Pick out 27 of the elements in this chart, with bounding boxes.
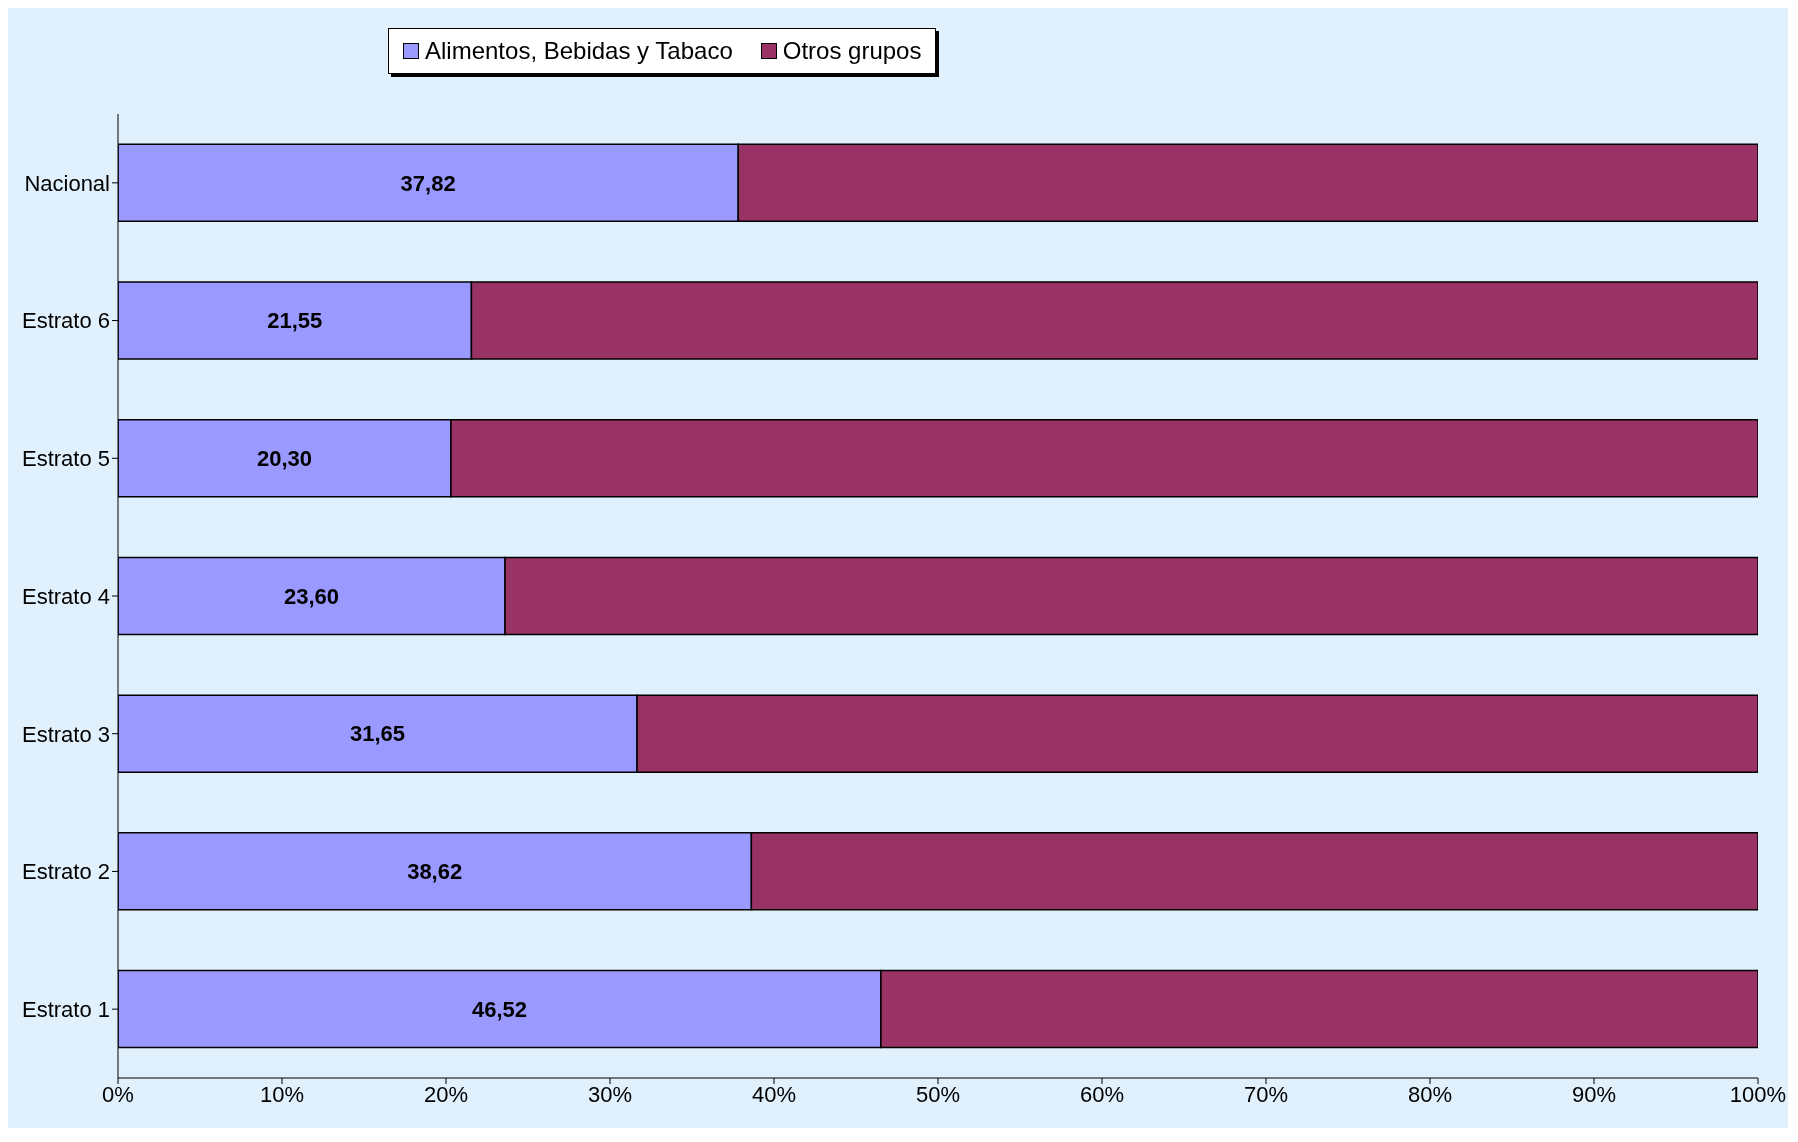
x-tick-label: 40% xyxy=(751,1081,797,1107)
data-label: 37,82 xyxy=(400,170,456,196)
data-label: 23,60 xyxy=(283,583,340,609)
y-tick-label: Estrato 2 xyxy=(21,859,110,885)
y-tick-label: Nacional xyxy=(24,170,110,196)
x-tick-label: 70% xyxy=(1243,1081,1289,1107)
data-label: 38,62 xyxy=(407,859,463,885)
legend-label: Otros grupos xyxy=(781,37,922,65)
data-label: 46,52 xyxy=(471,996,527,1022)
y-tick-label: Estrato 3 xyxy=(21,721,110,747)
y-tick-label: Estrato 1 xyxy=(21,996,110,1022)
data-label: 31,65 xyxy=(350,721,406,747)
y-tick-label: Estrato 4 xyxy=(21,583,110,609)
x-tick-label: 50% xyxy=(915,1081,961,1107)
x-tick-label: 80% xyxy=(1407,1081,1453,1107)
x-tick-label: 30% xyxy=(587,1081,633,1107)
y-tick-label: Estrato 6 xyxy=(21,308,110,334)
x-tick-label: 100% xyxy=(1729,1081,1787,1107)
y-tick-label: Estrato 5 xyxy=(21,446,110,472)
x-tick-label: 20% xyxy=(423,1081,469,1107)
x-tick-label: 60% xyxy=(1079,1081,1125,1107)
data-label: 21,55 xyxy=(267,308,323,334)
legend-label: Alimentos, Bebidas y Tabaco xyxy=(424,37,733,65)
x-tick-label: 90% xyxy=(1571,1081,1617,1107)
x-tick-label: 0% xyxy=(102,1081,134,1107)
data-label: 20,30 xyxy=(256,446,312,472)
x-tick-label: 10% xyxy=(259,1081,305,1107)
